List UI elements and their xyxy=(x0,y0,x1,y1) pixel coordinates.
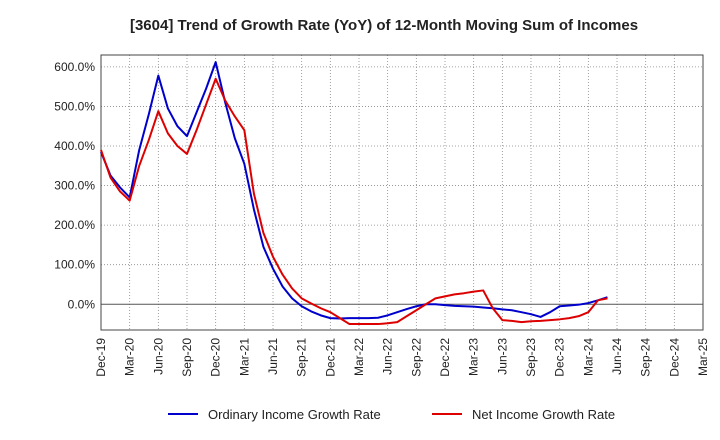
x-tick-label: Dec-22 xyxy=(438,338,452,377)
x-tick-label: Dec-24 xyxy=(667,338,681,377)
x-tick-label: Jun-24 xyxy=(610,338,624,375)
y-tick-label: 100.0% xyxy=(54,258,95,272)
series-line-2 xyxy=(100,77,608,326)
y-tick-label: 500.0% xyxy=(54,99,95,113)
x-tick-label: Dec-20 xyxy=(209,338,223,377)
y-tick-label: 200.0% xyxy=(54,218,95,232)
x-tick-label: Sep-22 xyxy=(409,338,423,377)
y-tick-label: 300.0% xyxy=(54,179,95,193)
y-tick-label: 400.0% xyxy=(54,139,95,153)
x-tick-label: Sep-21 xyxy=(295,338,309,377)
x-tick-label: Mar-22 xyxy=(352,338,366,376)
series-line-1 xyxy=(100,61,608,320)
x-tick-label: Mar-21 xyxy=(237,338,251,376)
series-lines xyxy=(100,61,608,326)
y-tick-label: 600.0% xyxy=(54,60,95,74)
legend-label: Ordinary Income Growth Rate xyxy=(208,407,381,422)
legend: Ordinary Income Growth Rate Net Income Gr… xyxy=(168,407,615,422)
x-tick-label: Jun-20 xyxy=(151,338,165,375)
x-tick-label: Sep-20 xyxy=(180,338,194,377)
x-tick-label: Mar-24 xyxy=(581,338,595,376)
y-tick-label: 0.0% xyxy=(68,297,96,311)
x-tick-label: Dec-21 xyxy=(323,338,337,377)
x-tick-label: Jun-22 xyxy=(381,338,395,375)
legend-label: Net Income Growth Rate xyxy=(472,407,615,422)
grid xyxy=(101,55,703,330)
x-tick-label: Mar-20 xyxy=(123,338,137,376)
axes: Dec-19 Mar-20 Jun-20 Sep-20 Dec-20 Mar-21 Jun-… xyxy=(54,54,710,377)
x-tick-label: Dec-23 xyxy=(553,338,567,377)
x-tick-label: Dec-19 xyxy=(94,338,108,377)
x-tick-label: Sep-23 xyxy=(524,338,538,377)
x-tick-label: Mar-23 xyxy=(467,338,481,376)
x-tick-label: Jun-21 xyxy=(266,338,280,375)
chart-title: [3604] Trend of Growth Rate (YoY) of 12-… xyxy=(130,17,638,34)
x-tick-label: Sep-24 xyxy=(639,338,653,377)
x-tick-label: Mar-25 xyxy=(696,338,710,376)
x-tick-label: Jun-23 xyxy=(495,338,509,375)
plot-border xyxy=(100,54,704,331)
plot-area xyxy=(101,55,703,330)
